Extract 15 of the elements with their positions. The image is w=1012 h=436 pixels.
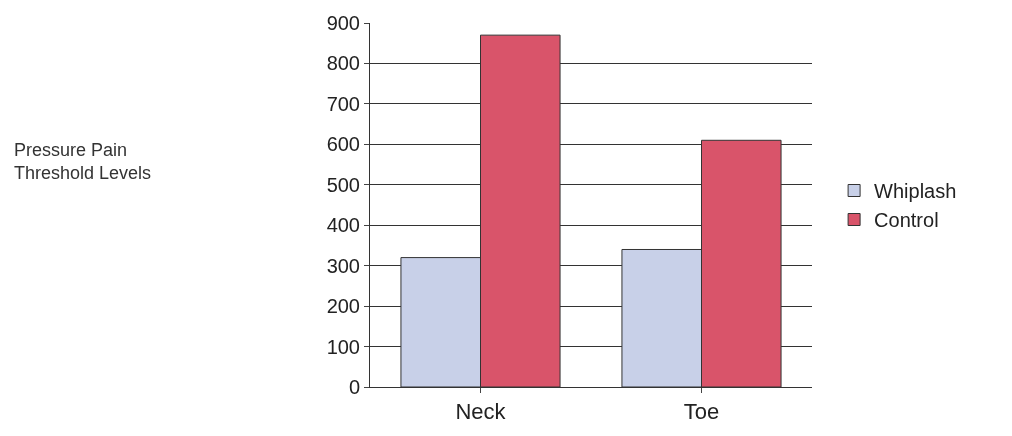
y-tick-label: 900	[326, 12, 360, 34]
text: Pressure Pain Threshold Levels	[14, 140, 152, 184]
y-tick-label: 0	[348, 376, 360, 398]
y-tick-label: 800	[326, 52, 360, 75]
y-tick-label: 700	[326, 92, 360, 115]
y-tick-label: 100	[326, 335, 360, 358]
x-tick-label: Toe	[683, 399, 720, 425]
legend-label: Control	[874, 209, 939, 232]
y-tick-label: 500	[326, 173, 360, 196]
y-tick-label: 400	[326, 214, 360, 237]
y-tick-label: 300	[326, 254, 360, 277]
x-tick-label: Neck	[455, 399, 507, 425]
legend-label: Whiplash	[874, 180, 957, 203]
y-tick-label: 600	[326, 133, 360, 156]
y-tick-label: 200	[326, 295, 360, 318]
